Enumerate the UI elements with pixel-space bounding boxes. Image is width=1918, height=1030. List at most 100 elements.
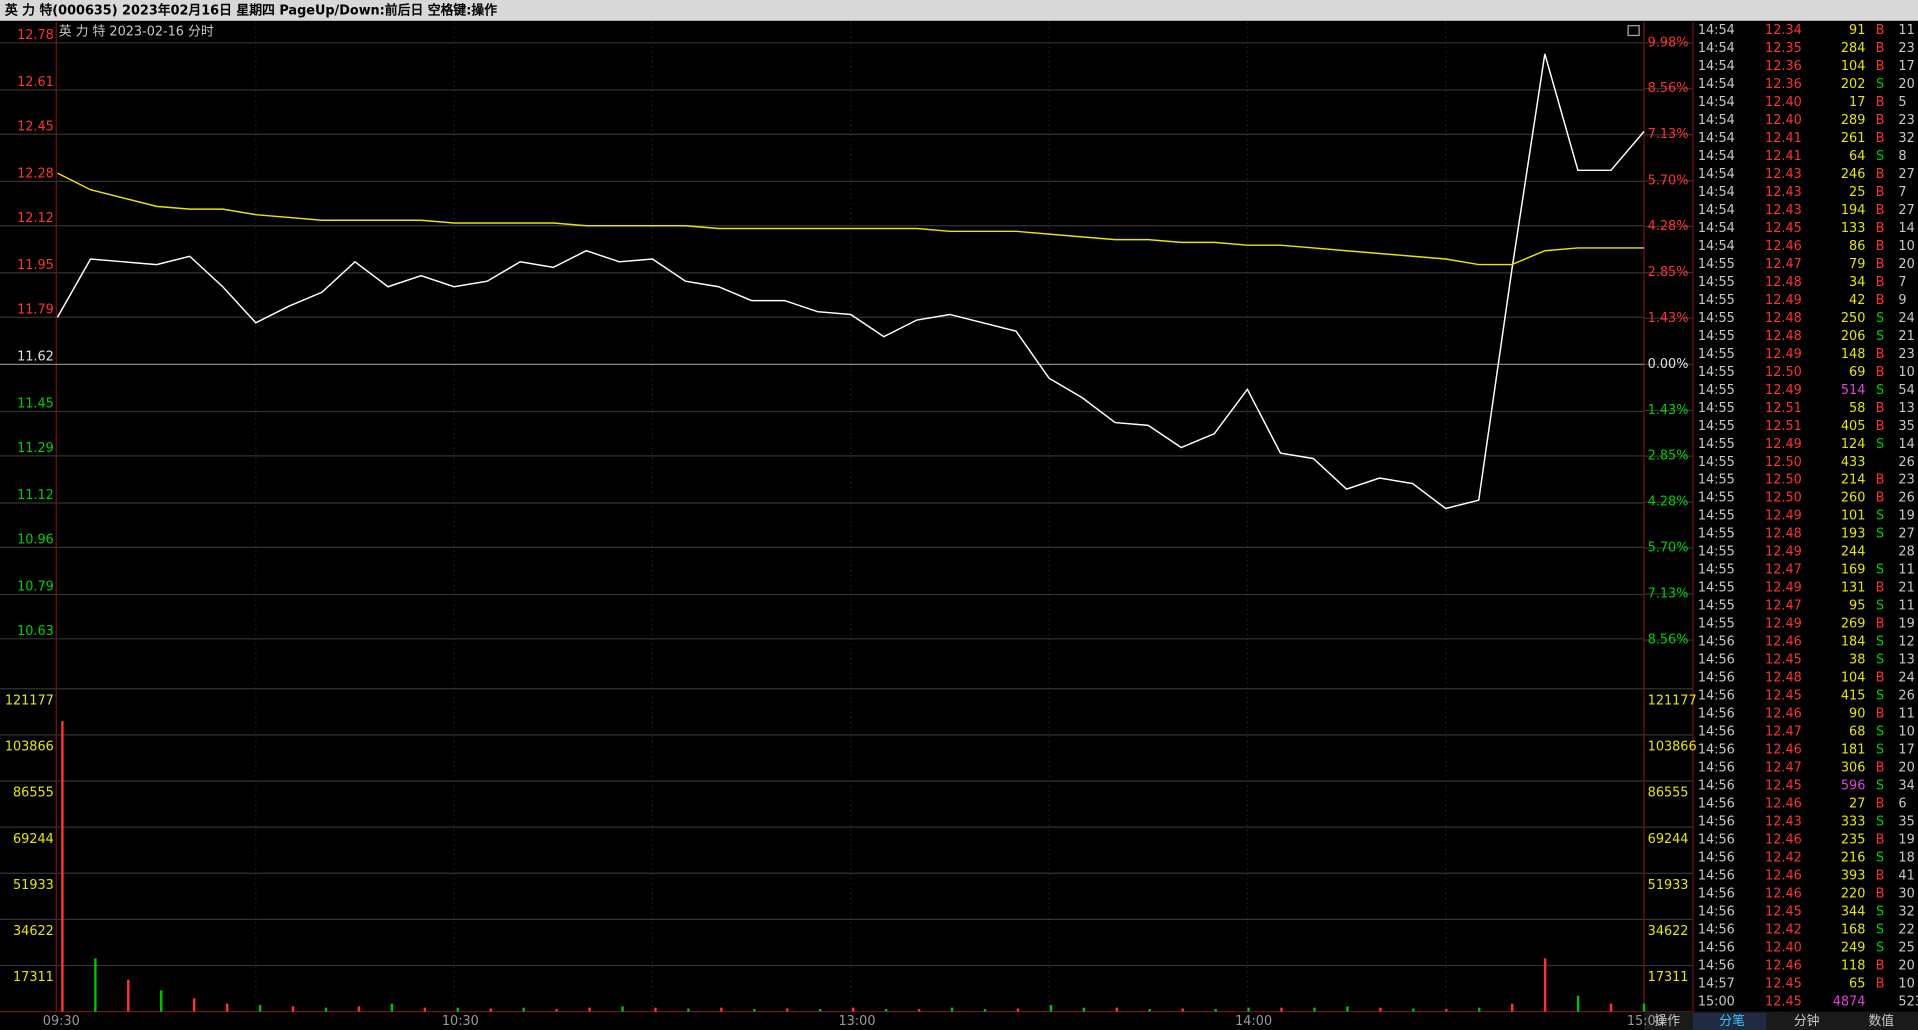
- trade-time: 15:00: [1698, 994, 1735, 1009]
- volume-bar: [1313, 1007, 1316, 1012]
- y-tick-label: 69244: [13, 832, 54, 847]
- trade-time: 14:55: [1698, 563, 1735, 578]
- volume-bar: [851, 1007, 855, 1012]
- trade-count: 7: [1898, 185, 1906, 200]
- tab[interactable]: 操作: [1654, 1013, 1680, 1029]
- trade-volume: 193: [1841, 527, 1865, 542]
- trade-price: 12.45: [1765, 221, 1802, 236]
- trade-side: B: [1876, 113, 1885, 128]
- volume-bar: [819, 1008, 822, 1012]
- trade-count: 13: [1898, 401, 1914, 416]
- trade-price: 12.49: [1765, 383, 1802, 398]
- trade-time: 14:55: [1698, 275, 1735, 290]
- trade-volume: 27: [1849, 797, 1865, 812]
- toggle-icon[interactable]: [1627, 25, 1640, 37]
- tab[interactable]: 数值: [1868, 1013, 1894, 1029]
- trade-time: 14:56: [1698, 832, 1735, 847]
- tab[interactable]: 分钟: [1794, 1013, 1820, 1029]
- trade-time: 14:55: [1698, 491, 1735, 506]
- volume-bar: [522, 1007, 525, 1012]
- volume-bar: [1478, 1007, 1481, 1012]
- volume-bar: [291, 1006, 295, 1012]
- trade-volume: 118: [1841, 958, 1865, 973]
- trade-price: 12.34: [1765, 23, 1802, 38]
- trade-count: 21: [1898, 329, 1914, 344]
- tab[interactable]: 分笔: [1719, 1013, 1745, 1029]
- trade-count: 10: [1898, 976, 1914, 991]
- trade-count: 20: [1898, 257, 1914, 272]
- y-tick-label: 11.29: [17, 441, 54, 456]
- trade-volume: 344: [1841, 904, 1865, 919]
- trade-price: 12.49: [1765, 581, 1802, 596]
- trade-count: 32: [1898, 904, 1914, 919]
- trade-price: 12.43: [1765, 167, 1802, 182]
- volume-bar: [324, 1007, 328, 1012]
- trade-count: 11: [1898, 707, 1914, 722]
- trade-price: 12.45: [1765, 689, 1802, 704]
- y-tick-label: 12.78: [17, 28, 54, 43]
- trade-count: 34: [1898, 779, 1914, 794]
- trade-price: 12.49: [1765, 617, 1802, 632]
- trade-volume: 124: [1841, 437, 1865, 452]
- trade-price: 12.49: [1765, 437, 1802, 452]
- trade-volume: 260: [1841, 491, 1865, 506]
- volume-bar: [127, 979, 130, 1012]
- trade-price: 12.49: [1765, 509, 1802, 524]
- trade-price: 12.40: [1765, 95, 1802, 110]
- trade-side: B: [1876, 59, 1885, 74]
- volume-bar: [489, 1008, 492, 1012]
- trade-volume: 184: [1841, 635, 1865, 650]
- volume-bar: [720, 1007, 723, 1012]
- trade-price: 12.47: [1765, 563, 1802, 578]
- trade-price: 12.43: [1765, 185, 1802, 200]
- trade-volume: 169: [1841, 563, 1865, 578]
- trade-price: 12.41: [1765, 131, 1802, 146]
- trade-volume: 246: [1841, 167, 1865, 182]
- volume-bar: [621, 1006, 624, 1012]
- trade-time: 14:56: [1698, 743, 1735, 758]
- trade-time: 14:54: [1698, 203, 1735, 218]
- volume-bar: [687, 1008, 690, 1012]
- trade-side: S: [1876, 383, 1884, 398]
- trade-time: 14:55: [1698, 383, 1735, 398]
- trade-side: S: [1876, 922, 1884, 937]
- trade-price: 12.50: [1765, 491, 1802, 506]
- trade-price: 12.50: [1765, 455, 1802, 470]
- trade-volume: 216: [1841, 850, 1865, 865]
- y2-tick-label: 0.00%: [1648, 357, 1689, 372]
- trade-time: 14:56: [1698, 779, 1735, 794]
- y2-tick-label: 17311: [1648, 970, 1689, 985]
- trade-time: 14:56: [1698, 814, 1735, 829]
- trade-count: 24: [1898, 671, 1914, 686]
- volume-bar: [753, 1008, 756, 1012]
- trade-side: B: [1876, 347, 1885, 362]
- trade-volume: 25: [1849, 185, 1865, 200]
- y2-tick-label: 69244: [1648, 832, 1689, 847]
- volume-bar: [884, 1008, 888, 1012]
- trade-count: 27: [1898, 167, 1914, 182]
- trade-price: 12.49: [1765, 293, 1802, 308]
- trade-time: 14:56: [1698, 797, 1735, 812]
- trade-price: 12.46: [1765, 958, 1802, 973]
- volume-bar: [1609, 1003, 1613, 1012]
- trade-count: 26: [1898, 689, 1914, 704]
- trade-volume: 64: [1849, 149, 1865, 164]
- trade-count: 35: [1898, 419, 1914, 434]
- trade-side: S: [1876, 563, 1884, 578]
- y2-tick-label: 51933: [1648, 878, 1689, 893]
- trade-count: 18: [1898, 850, 1914, 865]
- trade-side: B: [1876, 365, 1885, 380]
- trade-volume: 104: [1841, 59, 1865, 74]
- trade-side: B: [1876, 131, 1885, 146]
- y-tick-label: 17311: [13, 970, 54, 985]
- trade-volume: 194: [1841, 203, 1865, 218]
- trade-side: B: [1876, 491, 1885, 506]
- trade-count: 19: [1898, 617, 1914, 632]
- trade-price: 12.47: [1765, 725, 1802, 740]
- volume-bar: [1346, 1006, 1349, 1012]
- trade-time: 14:55: [1698, 401, 1735, 416]
- trade-time: 14:55: [1698, 329, 1735, 344]
- trade-volume: 333: [1841, 814, 1865, 829]
- trade-side: S: [1876, 904, 1884, 919]
